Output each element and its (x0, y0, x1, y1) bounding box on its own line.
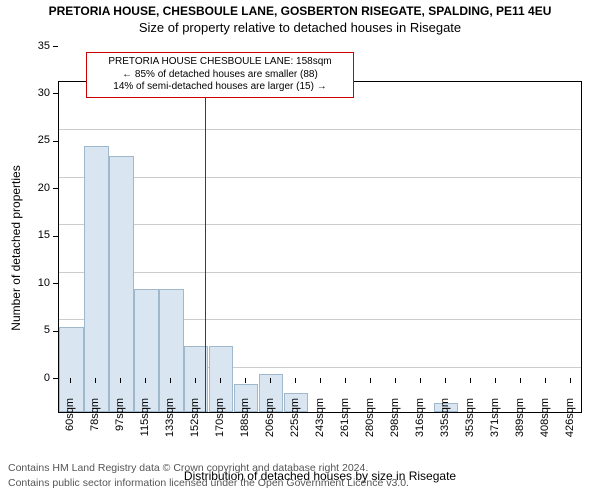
x-tick-label: 353sqm (464, 398, 476, 448)
y-tick-label: 20 (0, 182, 50, 194)
x-tick-label: 115sqm (139, 398, 151, 448)
x-tick-label: 243sqm (314, 398, 326, 448)
main-title: PRETORIA HOUSE, CHESBOULE LANE, GOSBERTO… (0, 0, 600, 18)
y-tick (53, 283, 58, 284)
x-tick (395, 378, 396, 383)
x-tick (95, 378, 96, 383)
y-tick (53, 378, 58, 379)
grid-line (59, 129, 581, 130)
x-tick-label: 133sqm (164, 398, 176, 448)
callout-line: ← 85% of detached houses are smaller (88… (90, 69, 350, 82)
y-tick-label: 15 (0, 229, 50, 241)
x-tick-label: 261sqm (339, 398, 351, 448)
x-tick (120, 378, 121, 383)
y-tick-label: 35 (0, 40, 50, 52)
callout-line: PRETORIA HOUSE CHESBOULE LANE: 158sqm (90, 56, 350, 69)
x-tick (345, 378, 346, 383)
y-tick-label: 25 (0, 134, 50, 146)
x-tick-label: 97sqm (114, 398, 126, 448)
x-tick (495, 378, 496, 383)
x-tick (195, 378, 196, 383)
sub-title: Size of property relative to detached ho… (0, 18, 600, 35)
x-tick-label: 298sqm (389, 398, 401, 448)
x-tick (470, 378, 471, 383)
x-tick (520, 378, 521, 383)
histogram-bar (84, 146, 108, 412)
histogram-bar (134, 289, 158, 412)
y-tick-label: 5 (0, 324, 50, 336)
x-tick-label: 408sqm (539, 398, 551, 448)
x-tick-label: 60sqm (64, 398, 76, 448)
y-tick (53, 188, 58, 189)
y-tick (53, 46, 58, 47)
x-tick-label: 371sqm (489, 398, 501, 448)
x-tick-label: 389sqm (514, 398, 526, 448)
x-tick (245, 378, 246, 383)
x-tick (570, 378, 571, 383)
reference-line (205, 82, 206, 412)
x-tick (145, 378, 146, 383)
x-tick-label: 78sqm (89, 398, 101, 448)
y-tick (53, 331, 58, 332)
y-tick (53, 141, 58, 142)
x-tick (220, 378, 221, 383)
x-tick-label: 316sqm (414, 398, 426, 448)
x-tick-label: 206sqm (264, 398, 276, 448)
plot-area (58, 81, 582, 413)
y-tick-label: 30 (0, 87, 50, 99)
x-tick (545, 378, 546, 383)
footer-line: Contains public sector information licen… (8, 477, 409, 489)
footer-line: Contains HM Land Registry data © Crown c… (8, 462, 368, 474)
x-tick (170, 378, 171, 383)
y-tick-label: 0 (0, 372, 50, 384)
y-tick (53, 93, 58, 94)
x-tick (420, 378, 421, 383)
x-tick (370, 378, 371, 383)
x-tick-label: 170sqm (214, 398, 226, 448)
callout-box: PRETORIA HOUSE CHESBOULE LANE: 158sqm ← … (86, 52, 354, 98)
x-tick-label: 426sqm (564, 398, 576, 448)
y-tick (53, 236, 58, 237)
x-tick (295, 378, 296, 383)
x-tick (270, 378, 271, 383)
grid-line (59, 224, 581, 225)
x-tick-label: 152sqm (189, 398, 201, 448)
x-tick (445, 378, 446, 383)
x-tick-label: 225sqm (289, 398, 301, 448)
x-tick-label: 335sqm (439, 398, 451, 448)
histogram-bar (159, 289, 183, 412)
y-tick-label: 10 (0, 277, 50, 289)
x-tick-label: 280sqm (364, 398, 376, 448)
x-tick (70, 378, 71, 383)
grid-line (59, 272, 581, 273)
histogram-bar (109, 156, 133, 412)
x-tick (320, 378, 321, 383)
callout-line: 14% of semi-detached houses are larger (… (90, 81, 350, 94)
grid-line (59, 177, 581, 178)
x-tick-label: 188sqm (239, 398, 251, 448)
